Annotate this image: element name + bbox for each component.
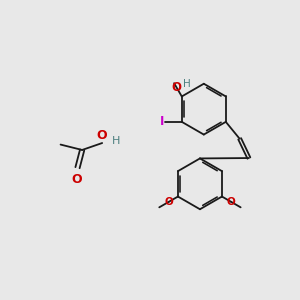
Text: O: O: [97, 129, 107, 142]
Text: H: H: [183, 79, 191, 89]
Text: H: H: [112, 136, 121, 146]
Text: O: O: [164, 197, 173, 207]
Text: O: O: [71, 173, 82, 186]
Text: I: I: [160, 116, 164, 128]
Text: O: O: [227, 197, 236, 207]
Text: O: O: [171, 81, 182, 94]
